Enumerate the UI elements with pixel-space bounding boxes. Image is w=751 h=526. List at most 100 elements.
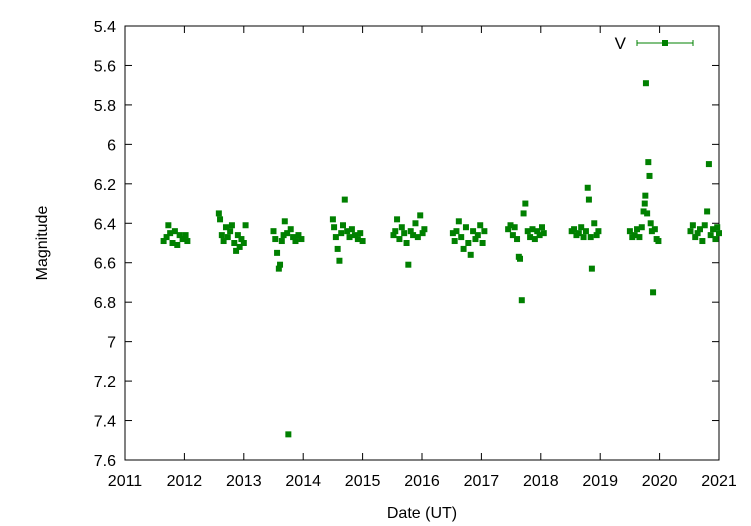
data-point [462, 224, 469, 231]
y-tick-label: 7 [107, 335, 116, 352]
data-point [644, 210, 651, 217]
data-point [341, 196, 348, 203]
data-point [591, 220, 598, 227]
data-point [234, 232, 241, 239]
data-point [701, 222, 708, 229]
data-point [171, 228, 178, 235]
y-tick-label: 5.6 [94, 58, 116, 75]
data-point [275, 265, 282, 272]
data-point [707, 232, 714, 239]
data-point [236, 243, 243, 250]
data-point [242, 222, 249, 229]
data-point [540, 230, 547, 237]
data-point [651, 226, 658, 233]
data-point [642, 80, 649, 87]
data-point [584, 184, 591, 191]
data-point [401, 230, 408, 237]
data-point [295, 232, 302, 239]
data-point [290, 234, 297, 241]
y-tick-label: 7.2 [94, 374, 116, 391]
legend-label: V [615, 34, 627, 53]
data-point [642, 192, 649, 199]
data-point [169, 240, 176, 246]
data-point [419, 230, 426, 237]
data-point [284, 230, 291, 237]
data-point [712, 236, 719, 243]
data-point [394, 216, 401, 223]
data-point [585, 196, 592, 203]
data-point [348, 226, 355, 233]
data-point [641, 200, 648, 207]
legend: V [615, 34, 694, 53]
y-tick-label: 6 [107, 137, 116, 154]
x-tick-label: 2019 [582, 473, 618, 490]
data-point [215, 210, 222, 217]
plot-frame [124, 25, 720, 461]
data-point [174, 241, 181, 248]
data-point [298, 236, 305, 243]
data-point [449, 230, 456, 237]
data-point [687, 228, 694, 235]
data-point [228, 222, 235, 229]
data-point [274, 249, 281, 256]
data-point [646, 172, 653, 179]
data-point [332, 234, 339, 241]
data-point [344, 228, 351, 235]
data-point [689, 222, 696, 229]
data-point [699, 238, 706, 245]
data-point [505, 226, 512, 233]
data-point [238, 236, 245, 243]
x-tick-label: 2013 [226, 473, 262, 490]
data-point [222, 224, 229, 231]
y-tick-label: 6.6 [94, 256, 116, 273]
data-point [165, 222, 172, 229]
data-point [588, 265, 595, 272]
data-point [479, 240, 486, 246]
data-point [227, 228, 234, 235]
data-point [529, 226, 536, 233]
data-point [233, 247, 240, 254]
y-tick-labels: 5.4 5.6 5.8 6 6.2 6.4 6.6 6.8 7 7.2 7.4 7.6 [94, 19, 116, 470]
y-axis-label: Magnitude [34, 206, 51, 281]
data-point [451, 238, 458, 245]
data-point [477, 222, 484, 229]
data-point [453, 228, 460, 235]
data-point [524, 228, 531, 235]
data-point [716, 230, 722, 237]
data-point [396, 236, 403, 243]
data-point [645, 159, 652, 166]
data-point [392, 228, 399, 235]
data-point [514, 236, 521, 243]
data-point [407, 228, 414, 235]
data-point [336, 257, 343, 264]
data-point [522, 200, 529, 207]
data-point [578, 224, 585, 231]
data-point [638, 224, 645, 231]
data-points [160, 80, 722, 438]
y-tick-label: 5.8 [94, 98, 116, 115]
data-point [694, 230, 701, 237]
x-tick-label: 2020 [642, 473, 678, 490]
data-point [465, 240, 472, 246]
data-point [338, 230, 345, 237]
data-point [710, 226, 717, 233]
data-point [527, 234, 534, 241]
y-tick-label: 6.8 [94, 295, 116, 312]
data-point [277, 261, 284, 268]
data-point [220, 238, 227, 245]
data-point [351, 232, 358, 239]
data-point [272, 236, 279, 243]
data-point [481, 228, 488, 235]
data-point [281, 218, 288, 225]
data-point [631, 232, 638, 239]
data-point [417, 212, 424, 219]
data-point [507, 222, 514, 229]
data-point [287, 226, 294, 233]
data-point [346, 234, 353, 241]
data-point [390, 232, 397, 239]
data-point [593, 232, 600, 239]
data-point [704, 208, 711, 215]
tick-marks [124, 25, 720, 461]
data-point [520, 210, 527, 217]
data-point [640, 208, 647, 215]
